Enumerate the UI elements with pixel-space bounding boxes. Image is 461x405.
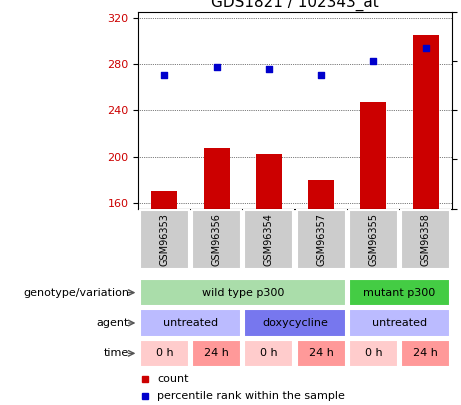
- Text: mutant p300: mutant p300: [363, 288, 436, 298]
- Text: GSM96358: GSM96358: [420, 213, 431, 266]
- Text: wild type p300: wild type p300: [201, 288, 284, 298]
- Bar: [192, 340, 241, 367]
- Text: untreated: untreated: [163, 318, 218, 328]
- Text: 24 h: 24 h: [413, 348, 438, 358]
- Bar: [349, 309, 450, 337]
- Bar: [296, 211, 346, 269]
- Text: time: time: [104, 348, 129, 358]
- Text: GSM96356: GSM96356: [212, 213, 222, 266]
- Text: percentile rank within the sample: percentile rank within the sample: [157, 391, 345, 401]
- Bar: [361, 102, 386, 209]
- Text: GSM96355: GSM96355: [368, 213, 378, 266]
- Text: GSM96357: GSM96357: [316, 213, 326, 266]
- Text: 24 h: 24 h: [309, 348, 334, 358]
- Bar: [192, 211, 241, 269]
- Bar: [204, 149, 230, 209]
- Bar: [256, 154, 282, 209]
- Point: [265, 66, 272, 72]
- Title: GDS1821 / 102343_at: GDS1821 / 102343_at: [211, 0, 379, 11]
- Bar: [296, 340, 346, 367]
- Bar: [413, 35, 439, 209]
- Text: 0 h: 0 h: [260, 348, 278, 358]
- Bar: [140, 279, 346, 306]
- Bar: [244, 309, 346, 337]
- Text: agent: agent: [97, 318, 129, 328]
- Point: [422, 44, 429, 51]
- Bar: [349, 340, 398, 367]
- Bar: [244, 340, 294, 367]
- Text: 0 h: 0 h: [156, 348, 173, 358]
- Bar: [349, 211, 398, 269]
- Bar: [140, 309, 241, 337]
- Bar: [140, 211, 189, 269]
- Text: doxycycline: doxycycline: [262, 318, 328, 328]
- Point: [370, 58, 377, 64]
- Point: [161, 72, 168, 78]
- Point: [318, 72, 325, 78]
- Text: genotype/variation: genotype/variation: [23, 288, 129, 298]
- Bar: [244, 211, 294, 269]
- Text: 0 h: 0 h: [365, 348, 382, 358]
- Text: GSM96353: GSM96353: [160, 213, 170, 266]
- Text: count: count: [157, 374, 189, 384]
- Bar: [401, 340, 450, 367]
- Point: [213, 64, 220, 70]
- Bar: [308, 180, 334, 209]
- Text: GSM96354: GSM96354: [264, 213, 274, 266]
- Text: untreated: untreated: [372, 318, 427, 328]
- Bar: [401, 211, 450, 269]
- Text: 24 h: 24 h: [204, 348, 229, 358]
- Bar: [140, 340, 189, 367]
- Bar: [151, 191, 177, 209]
- Bar: [349, 279, 450, 306]
